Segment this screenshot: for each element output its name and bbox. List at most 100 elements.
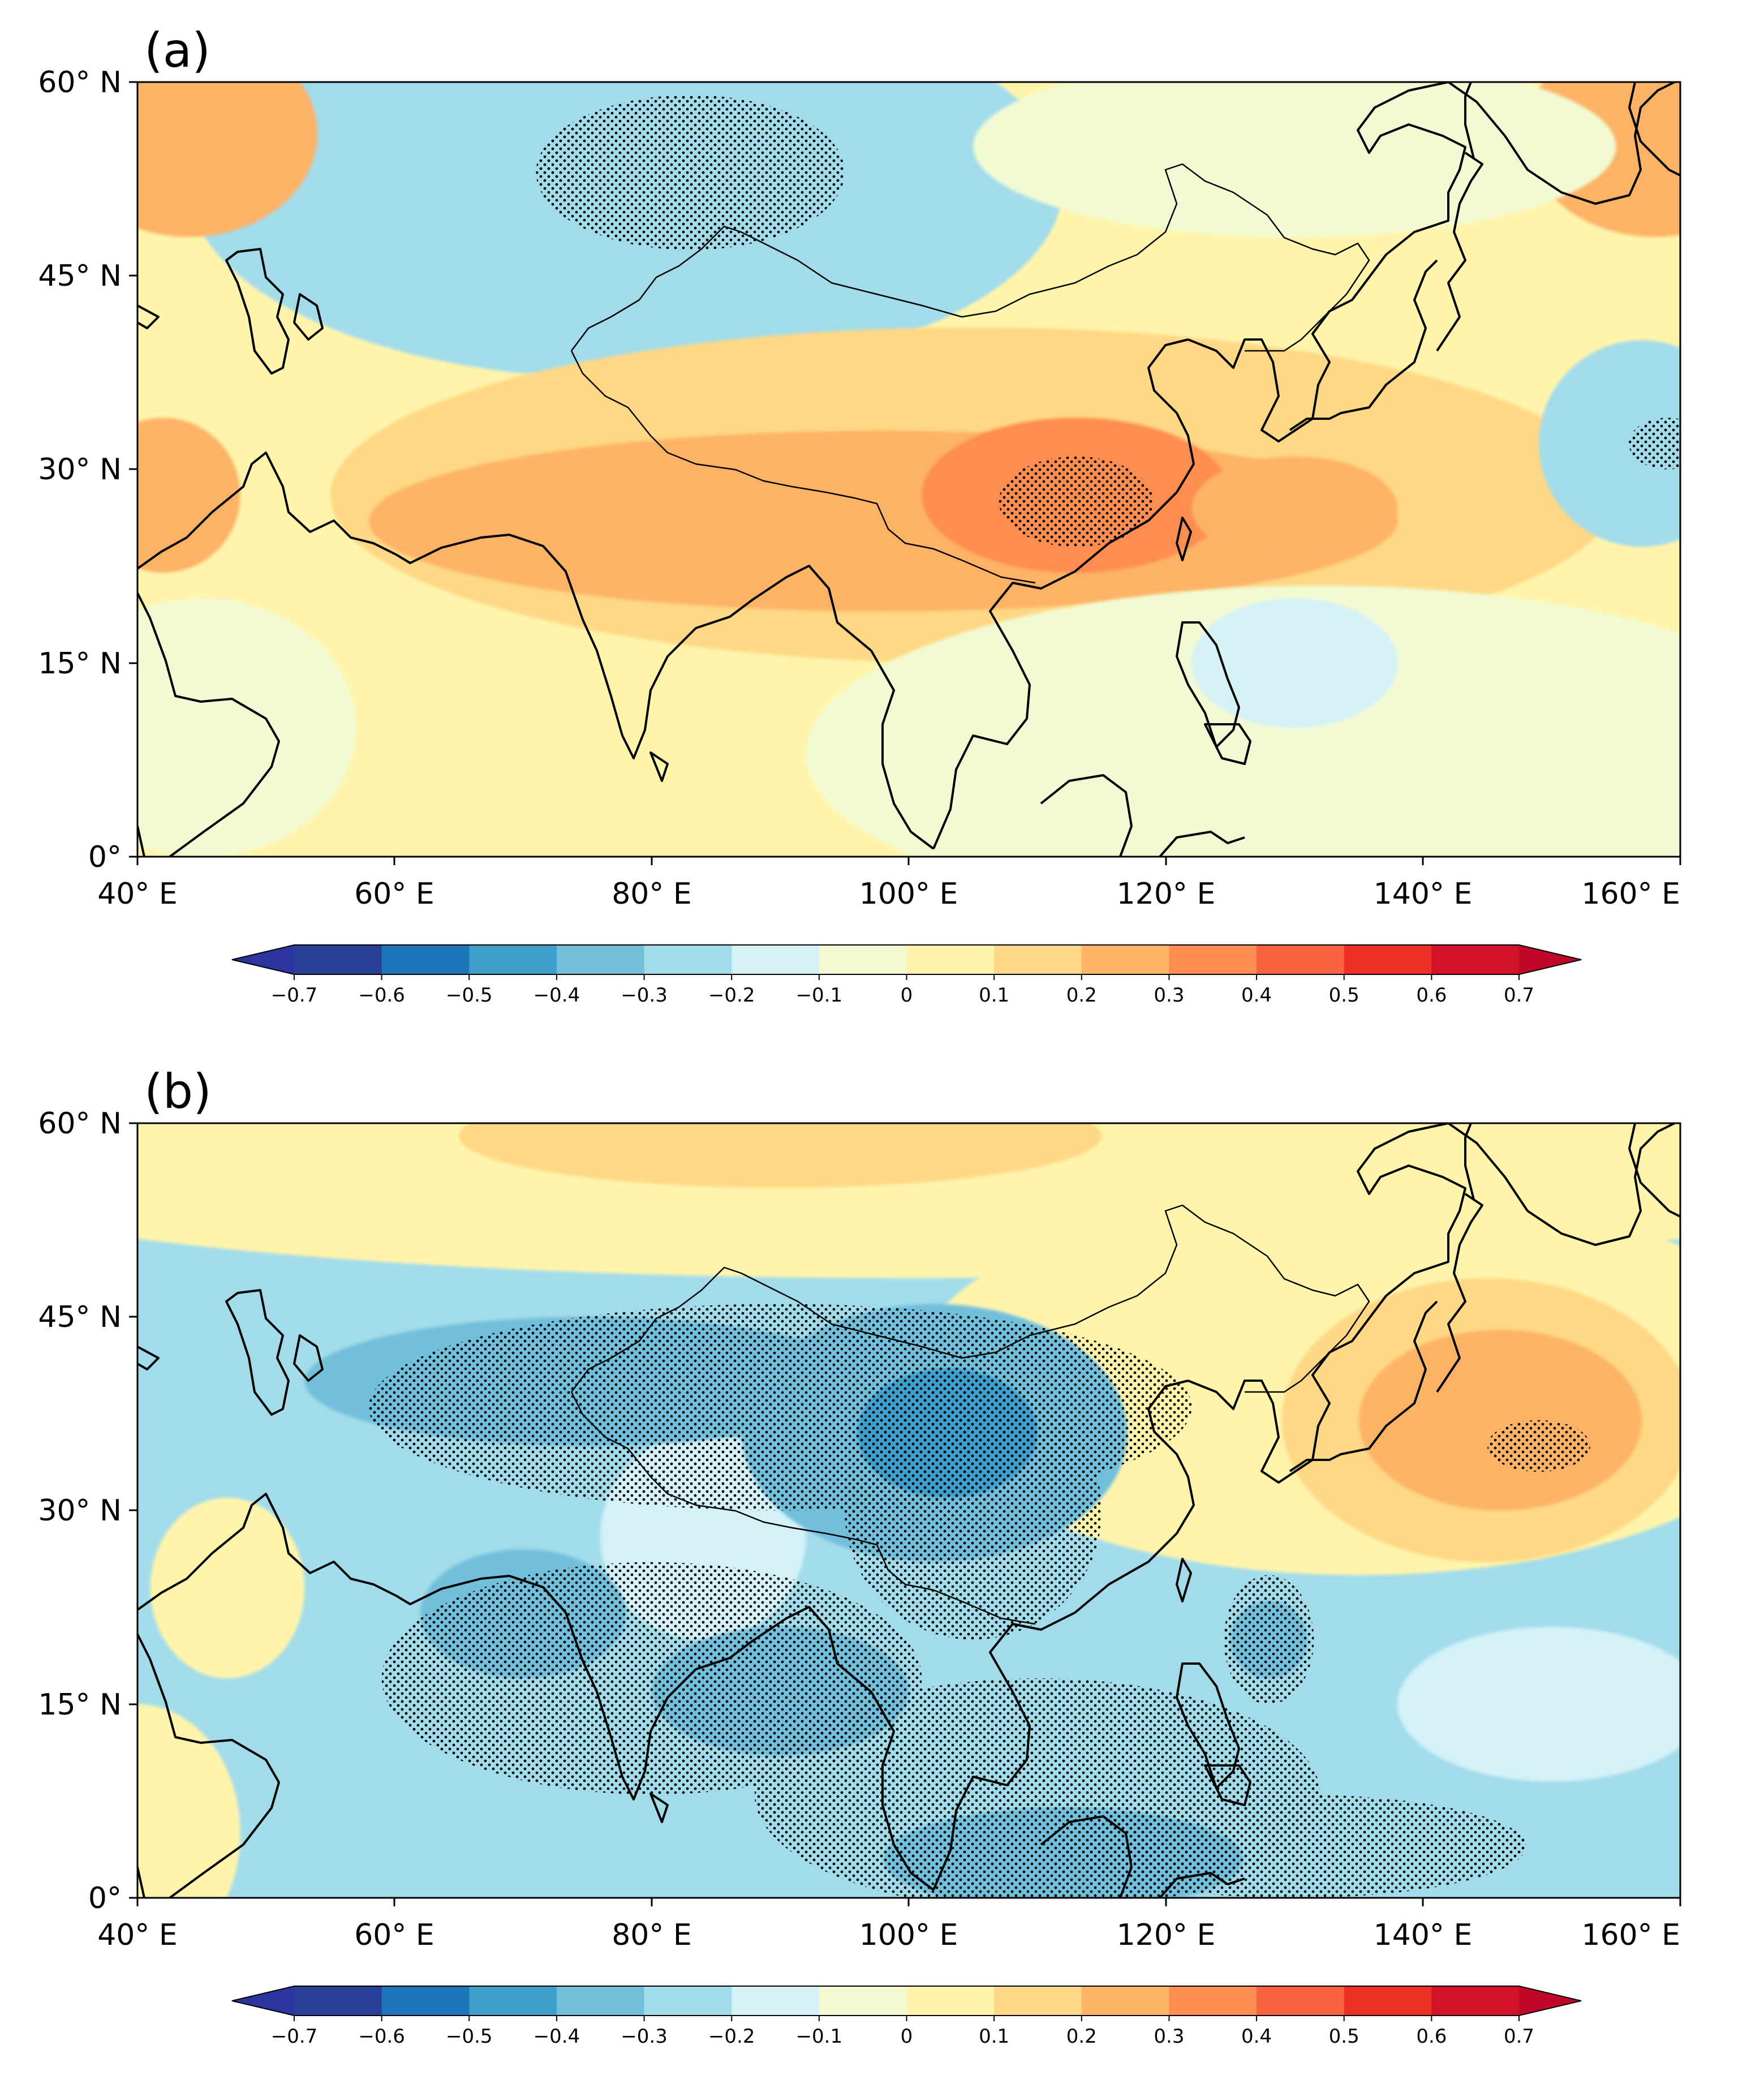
colorbar-tick-label: 0.2 (1066, 984, 1097, 1007)
colorbar-swatch (1344, 945, 1432, 974)
contour-region (1191, 456, 1398, 560)
contour-region (150, 1497, 305, 1679)
colorbar-under-extension (232, 1986, 294, 2016)
colorbar-swatch (732, 1986, 820, 2016)
significance-stipple (1224, 1575, 1314, 1704)
colorbar-swatch (906, 1986, 995, 2016)
colorbar-tick-label: −0.5 (446, 984, 493, 1007)
panel-b-lat-axis: 60° N 45° N 30° N 15° N 0° (38, 1107, 137, 1915)
colorbar-under-extension (232, 945, 294, 974)
lat-label: 60° N (38, 66, 122, 100)
colorbar-swatch (644, 1986, 732, 2016)
significance-stipple (1487, 1420, 1590, 1472)
lon-label: 120° E (1117, 877, 1216, 911)
panel-b-map-area (137, 1123, 1680, 1898)
colorbar-swatch (732, 945, 820, 974)
contour-region (137, 1704, 240, 1898)
lon-label: 120° E (1117, 1918, 1216, 1952)
colorbar-tick-label: −0.1 (796, 984, 843, 1007)
colorbar-tick-label: 0.1 (979, 984, 1009, 1007)
lon-label: 60° E (354, 1918, 434, 1952)
panel-b-coastlines (137, 1123, 1680, 1898)
panel-a-coastlines (137, 82, 1680, 857)
colorbar-swatch (1344, 1986, 1432, 2016)
colorbar-tick-label: −0.3 (621, 2025, 668, 2048)
colorbar-tick-label: 0.6 (1416, 2025, 1447, 2048)
panel-a-label: (a) (144, 23, 210, 78)
lat-label: 60° N (38, 1107, 122, 1141)
colorbar-tick-label: 0.4 (1241, 2025, 1272, 2048)
significance-stipple (1063, 1794, 1526, 1898)
colorbar-tick-label: 0.7 (1504, 2025, 1534, 2048)
colorbar-swatch (1431, 1986, 1520, 2016)
significance-stipple (844, 1381, 1102, 1640)
lon-label: 40° E (97, 1918, 178, 1952)
colorbar-swatch (294, 945, 382, 974)
panel-a-lon-axis: 40° E 60° E 80° E 100° E 120° E 140° E 1… (97, 857, 1681, 911)
colorbar-tick-label: −0.2 (708, 2025, 755, 2048)
lon-label: 80° E (612, 877, 692, 911)
colorbar-swatch (469, 945, 557, 974)
colorbar-swatch (644, 945, 732, 974)
colorbar-tick-label: −0.2 (708, 984, 755, 1007)
panel-a: (a) (38, 23, 1681, 911)
colorbar-swatch (906, 945, 995, 974)
colorbar-tick-label: 0.5 (1329, 2025, 1359, 2048)
contour-region (1397, 1626, 1680, 1782)
colorbar-tick-label: 0 (901, 984, 913, 1007)
colorbar-tick-label: 0.5 (1329, 984, 1359, 1007)
lon-label: 160° E (1581, 1918, 1680, 1952)
colorbar-a: −0.7 −0.6 −0.5 −0.4 −0.3 −0.2 −0.1 0 0.1 0.2 0.3 0.… (231, 944, 1582, 1007)
colorbar-swatch (294, 1986, 382, 2016)
contour-region (137, 82, 318, 237)
lon-label: 160° E (1581, 877, 1680, 911)
significance-stipple (999, 456, 1154, 547)
contour-region (459, 1123, 1102, 1188)
colorbar-tick-label: −0.4 (533, 984, 580, 1007)
colorbar-b: −0.7 −0.6 −0.5 −0.4 −0.3 −0.2 −0.1 0 0.1 0.2 0.3 0.… (231, 1986, 1582, 2048)
colorbar-tick-label: 0.1 (979, 2025, 1009, 2048)
colorbar-swatch (1169, 1986, 1257, 2016)
lon-label: 100° E (859, 877, 958, 911)
colorbar-swatch (1081, 1986, 1169, 2016)
colorbar-tick-label: 0.2 (1066, 2025, 1097, 2048)
lat-label: 30° N (38, 453, 122, 487)
significance-stipple (536, 94, 845, 250)
colorbar-swatch (994, 1986, 1082, 2016)
colorbar-swatch (381, 1986, 470, 2016)
lat-label: 15° N (38, 647, 122, 681)
colorbar-tick-label: −0.3 (621, 984, 668, 1007)
colorbar-tick-label: −0.6 (358, 984, 405, 1007)
colorbar-swatch (994, 945, 1082, 974)
lon-label: 140° E (1374, 1918, 1473, 1952)
panel-a-lat-axis: 60° N 45° N 30° N 15° N 0° (38, 66, 137, 874)
colorbar-tick-label: −0.7 (271, 984, 318, 1007)
significance-stipple (381, 1562, 922, 1795)
contour-region (137, 418, 240, 573)
lon-label: 40° E (97, 877, 178, 911)
panel-b-label: (b) (144, 1064, 212, 1119)
lon-label: 140° E (1374, 877, 1473, 911)
colorbar-swatch (556, 1986, 645, 2016)
colorbar-tick-label: 0 (901, 2025, 913, 2048)
panel-a-contour-fields (137, 82, 1680, 857)
colorbar-tick-label: 0.6 (1416, 984, 1447, 1007)
contour-region (1191, 598, 1398, 728)
panel-b-china-border (570, 1204, 1370, 1625)
lat-label: 15° N (38, 1688, 122, 1722)
colorbar-swatch (1257, 1986, 1345, 2016)
colorbar-over-extension (1519, 1986, 1581, 2016)
lat-label: 45° N (38, 259, 122, 293)
colorbar-swatch (1431, 945, 1520, 974)
contour-region (973, 82, 1616, 237)
colorbar-swatch (381, 945, 470, 974)
contour-region (1539, 340, 1680, 547)
panel-b: (b) (38, 1064, 1681, 1952)
colorbar-swatch (1257, 945, 1345, 974)
colorbar-tick-label: −0.5 (446, 2025, 493, 2048)
panel-b-significance-stippling (369, 1304, 1590, 1898)
lat-label: 30° N (38, 1494, 122, 1528)
colorbar-swatch (819, 1986, 907, 2016)
lat-label: 45° N (38, 1300, 122, 1334)
